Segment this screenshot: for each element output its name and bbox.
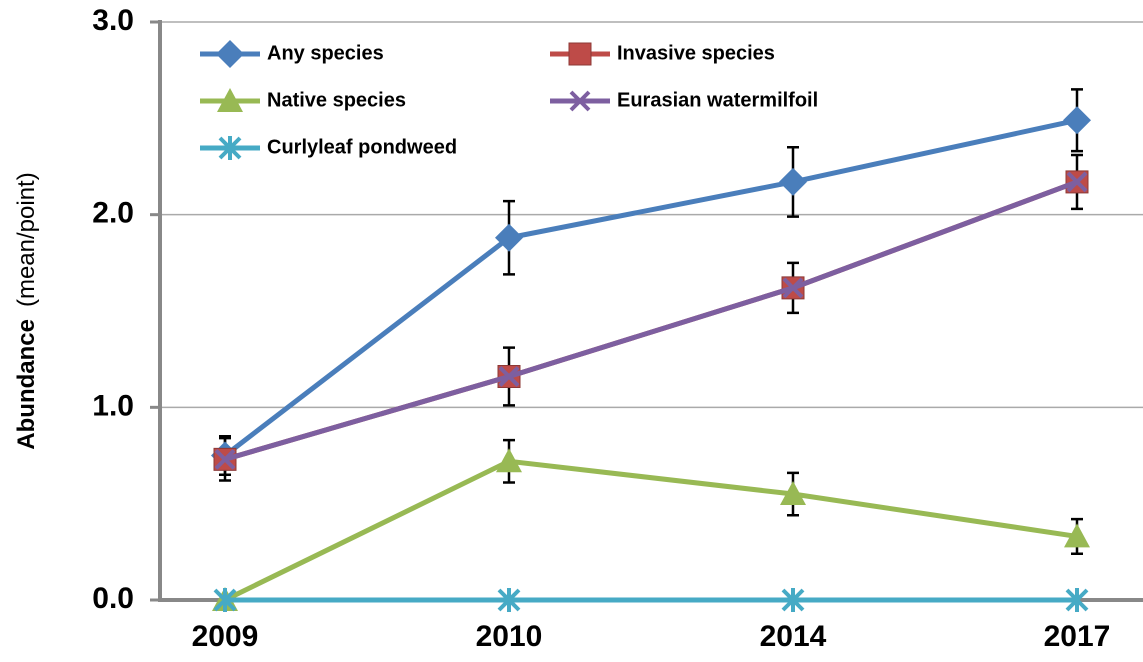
data-point xyxy=(498,366,520,387)
data-point xyxy=(781,588,805,612)
legend-marker xyxy=(217,88,243,112)
data-point xyxy=(214,448,236,470)
legend-marker xyxy=(218,136,242,160)
legend-label: Any species xyxy=(267,42,384,64)
x-tick-label: 2010 xyxy=(476,620,543,653)
data-point xyxy=(497,588,521,612)
data-point xyxy=(213,588,237,612)
legend-label: Native species xyxy=(267,89,406,111)
legend-marker xyxy=(569,90,591,112)
x-tick-label: 2009 xyxy=(192,620,259,653)
y-tick-label: 2.0 xyxy=(92,197,134,230)
series-line xyxy=(223,117,1078,458)
legend-marker xyxy=(568,42,592,66)
legend-label: Eurasian watermilfoil xyxy=(617,89,818,111)
x-tick-label: 2014 xyxy=(760,620,827,653)
data-point xyxy=(496,448,522,473)
data-point xyxy=(1066,171,1088,193)
data-point xyxy=(782,277,804,299)
data-point xyxy=(1063,106,1091,135)
y-label-unit: (mean/point) xyxy=(13,172,40,307)
series-line xyxy=(224,179,1078,462)
y-label: Abundance xyxy=(13,319,40,450)
data-point xyxy=(779,167,807,196)
y-tick-label: 3.0 xyxy=(92,4,134,37)
legend-label: Curlyleaf pondweed xyxy=(267,136,457,158)
y-tick-label: 0.0 xyxy=(92,582,134,615)
series-line xyxy=(223,458,1078,603)
data-point xyxy=(1065,588,1089,612)
series-line xyxy=(224,179,1078,462)
data-point xyxy=(495,223,523,252)
data-point xyxy=(1064,523,1090,548)
y-axis-title: Abundance (mean/point) xyxy=(13,172,40,449)
y-tick-label: 1.0 xyxy=(92,389,134,422)
x-tick-label: 2017 xyxy=(1044,620,1111,653)
legend-marker xyxy=(216,40,244,68)
data-point xyxy=(780,481,806,506)
legend-label: Invasive species xyxy=(617,42,775,64)
